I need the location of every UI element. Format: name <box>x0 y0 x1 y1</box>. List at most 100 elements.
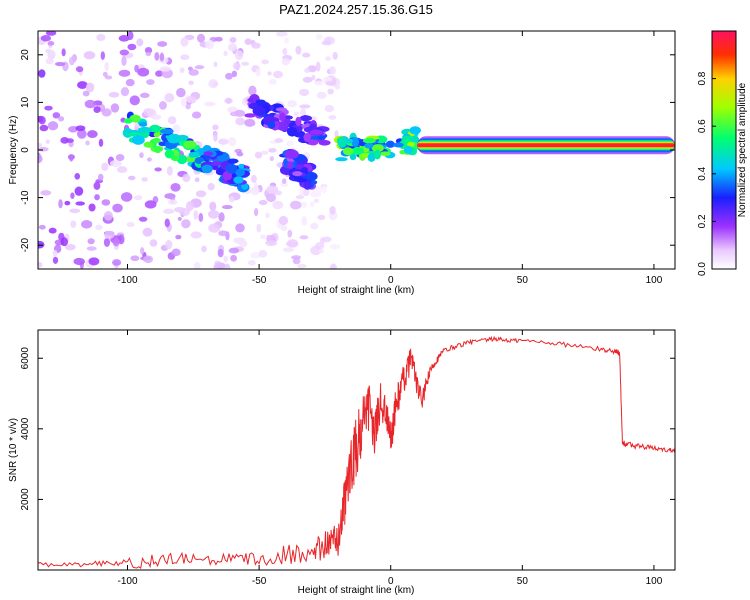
spectrogram-cell <box>201 165 212 174</box>
colorbar-tick-label: 0.0 <box>697 262 708 276</box>
spectrogram-cell <box>116 154 125 161</box>
spectrogram-cell <box>53 250 58 257</box>
spectrogram-y-tick-label: 10 <box>20 96 31 108</box>
spectrogram-cell <box>299 104 310 108</box>
spectrogram-cell <box>265 240 277 246</box>
spectrogram-cell <box>316 62 321 72</box>
spectrogram-y-tick-label: -10 <box>20 190 31 205</box>
spectrogram-cell <box>53 257 58 264</box>
spectrogram-cell <box>286 140 293 146</box>
spectrogram-cell <box>154 167 161 171</box>
spectrogram-cell <box>34 241 44 249</box>
spectrogram-cell <box>76 125 86 131</box>
spectrogram-cell <box>268 148 277 153</box>
snr-x-tick-label: -100 <box>117 576 137 587</box>
spectrogram-cell <box>227 158 238 163</box>
spectrogram-cell <box>209 202 216 211</box>
spectrogram-cell <box>310 201 314 207</box>
spectrogram-cell <box>244 113 255 117</box>
spectrogram-cell <box>87 246 97 250</box>
spectrogram-cell <box>49 228 57 234</box>
spectrogram-cell <box>273 71 283 78</box>
spectrogram-cell <box>180 37 188 46</box>
spectrogram-cell <box>101 199 110 206</box>
spectrogram-cell <box>214 262 225 271</box>
spectrogram-cell <box>74 258 85 265</box>
spectrogram-x-axis-title: Height of straight line (km) <box>298 285 415 296</box>
spectrogram-cell <box>164 209 171 214</box>
spectrogram-cell <box>104 231 115 239</box>
snr-x-axis-title: Height of straight line (km) <box>298 585 415 596</box>
snr-x-tick-label: 100 <box>646 576 663 587</box>
spectrogram-cell <box>184 140 197 148</box>
spectrogram-cell <box>230 255 237 262</box>
spectrogram-cell <box>320 237 325 244</box>
spectrogram-cell <box>181 219 190 228</box>
spectrogram-cell <box>195 65 205 69</box>
spectrogram-cell <box>145 52 151 56</box>
spectrogram-cell <box>404 146 413 154</box>
spectrogram-cell <box>204 102 215 107</box>
spectrogram-cell <box>222 205 233 209</box>
spectrogram-cell <box>295 117 301 126</box>
spectrogram-cell <box>245 38 252 45</box>
spectrogram-cell <box>151 114 161 119</box>
spectrogram-cell <box>254 183 258 192</box>
spectrogram-cell <box>40 125 49 132</box>
spectrogram-cell <box>176 88 186 98</box>
spectrogram-cell <box>94 194 100 200</box>
spectrogram-cell <box>317 135 326 140</box>
spectrogram-cell <box>329 244 340 249</box>
spectrogram-cell <box>328 115 336 120</box>
spectrogram-cell <box>95 225 103 231</box>
spectrogram-cell <box>159 101 167 110</box>
spectrogram-cell <box>87 130 98 138</box>
spectrogram-cell <box>380 151 390 156</box>
spectrogram-cell <box>205 40 214 49</box>
spectrogram-cell <box>35 143 42 147</box>
spectrogram-cell <box>211 161 222 166</box>
spectrogram-cell <box>261 59 269 64</box>
spectrogram-cell <box>186 96 196 104</box>
spectrogram-y-axis-title: Frequency (Hz) <box>8 116 19 185</box>
spectrogram-cell <box>248 260 256 266</box>
spectrogram-cell <box>218 138 228 144</box>
spectrogram-cell <box>374 150 381 160</box>
spectrogram-cell <box>85 100 96 109</box>
spectrogram-cell <box>287 239 298 248</box>
spectrogram-cell <box>304 68 310 73</box>
snr-y-tick-label: 4000 <box>20 417 31 440</box>
spectrogram-cell <box>141 177 148 182</box>
colorbar-tick-label: 0.2 <box>697 214 708 228</box>
spectrogram-cell <box>282 178 287 184</box>
spectrogram-cell <box>139 122 147 127</box>
spectrogram-cell <box>38 147 49 151</box>
spectrogram-cell <box>147 157 152 161</box>
snr-y-tick-label: 2000 <box>20 488 31 511</box>
spectrogram-cell <box>363 138 376 144</box>
spectrogram-cell <box>218 249 224 257</box>
spectrogram-cell <box>256 68 261 77</box>
spectrogram-cell <box>228 137 237 146</box>
spectrogram-cell <box>36 262 42 268</box>
spectrogram-cell <box>112 259 121 266</box>
spectrogram-cell <box>241 62 249 66</box>
spectrogram-cell <box>69 154 73 162</box>
spectrogram-cell <box>302 115 308 122</box>
spectrogram-cell <box>74 173 80 180</box>
spectrogram-cell <box>139 152 144 158</box>
spectrogram-cell <box>223 256 228 263</box>
spectrogram-cell <box>235 223 245 232</box>
spectrogram-cell <box>104 211 113 221</box>
spectrogram-cell <box>269 79 277 85</box>
spectrogram-cell <box>244 119 255 127</box>
spectrogram-cell <box>160 129 174 134</box>
spectrogram-cell <box>267 71 271 75</box>
spectrogram-cell <box>124 118 133 124</box>
spectrogram-cell <box>213 132 218 142</box>
spectrogram-cell <box>40 190 51 195</box>
spectrogram-cell <box>60 237 68 246</box>
spectrogram-cell <box>218 212 224 221</box>
spectrogram-x-tick-label: 50 <box>517 275 529 286</box>
